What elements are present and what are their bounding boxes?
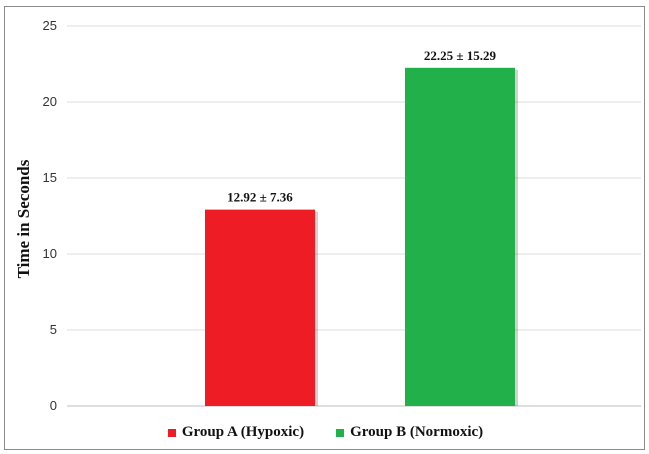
- bar-group-b: [405, 67, 515, 407]
- legend-swatch-red: [167, 428, 176, 437]
- data-labels: 12.92 ± 7.36 22.25 ± 15.29: [227, 48, 496, 205]
- bar-chart: 0 5 10 15 20 25 12.92 ± 7.36 22.25 ± 15.29 Tim…: [14, 18, 641, 413]
- y-axis-label: Time in Seconds: [14, 159, 33, 278]
- bar-group-a: [205, 209, 315, 406]
- y-tick-label-5: 5: [50, 322, 57, 337]
- y-tick-label-10: 10: [43, 246, 57, 261]
- legend: Group A (Hypoxic) Group B (Normoxic): [5, 424, 646, 441]
- data-label-group-b: 22.25 ± 15.29: [424, 48, 497, 63]
- bars: [205, 67, 518, 407]
- y-tick-label-15: 15: [43, 170, 57, 185]
- legend-item-group-b: Group B (Normoxic): [336, 424, 483, 441]
- y-tick-label-0: 0: [50, 398, 57, 413]
- legend-item-group-a: Group A (Hypoxic): [167, 424, 305, 441]
- y-tick-label-25: 25: [43, 18, 57, 33]
- legend-label-group-b: Group B (Normoxic): [350, 424, 484, 440]
- chart-frame: 0 5 10 15 20 25 12.92 ± 7.36 22.25 ± 15.29 Tim…: [4, 6, 645, 450]
- legend-swatch-green: [336, 428, 345, 437]
- y-tick-label-20: 20: [43, 94, 57, 109]
- legend-label-group-a: Group A (Hypoxic): [181, 424, 305, 440]
- data-label-group-a: 12.92 ± 7.36: [227, 190, 293, 205]
- gridlines: [67, 25, 641, 407]
- y-axis-ticks: 0 5 10 15 20 25: [43, 18, 57, 413]
